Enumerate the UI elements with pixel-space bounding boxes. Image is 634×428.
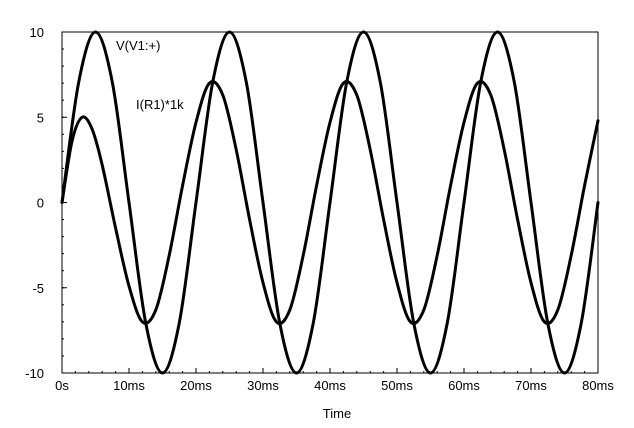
series-line-i-r1 <box>60 80 600 325</box>
x-tick-label: 80ms <box>582 378 614 393</box>
x-tick-label: 30ms <box>247 378 279 393</box>
x-tick-label: 60ms <box>448 378 480 393</box>
x-tick-label: 0s <box>55 378 69 393</box>
x-tick-label: 10ms <box>113 378 145 393</box>
y-tick-label: -5 <box>32 281 44 296</box>
x-tick-label: 40ms <box>314 378 346 393</box>
series-lines <box>60 30 600 375</box>
tick-marks <box>61 31 599 374</box>
x-axis-title: Time <box>323 406 351 421</box>
y-tick-label: 0 <box>37 196 44 211</box>
series-label-i-r1: I(R1)*1k <box>136 97 184 112</box>
x-tick-label: 20ms <box>180 378 212 393</box>
y-tick-label: -10 <box>25 366 44 381</box>
series-line-v-v1 <box>60 30 600 375</box>
x-tick-label: 50ms <box>381 378 413 393</box>
series-label-v-v1: V(V1:+) <box>116 38 160 53</box>
x-tick-labels: 0s 10ms 20ms 30ms 40ms 50ms 60ms 70ms 80ms <box>55 378 614 393</box>
y-tick-label: 5 <box>37 110 44 125</box>
x-tick-label: 70ms <box>515 378 547 393</box>
y-tick-label: 10 <box>30 25 44 40</box>
y-tick-labels: 10 5 0 -5 -10 <box>25 25 44 381</box>
